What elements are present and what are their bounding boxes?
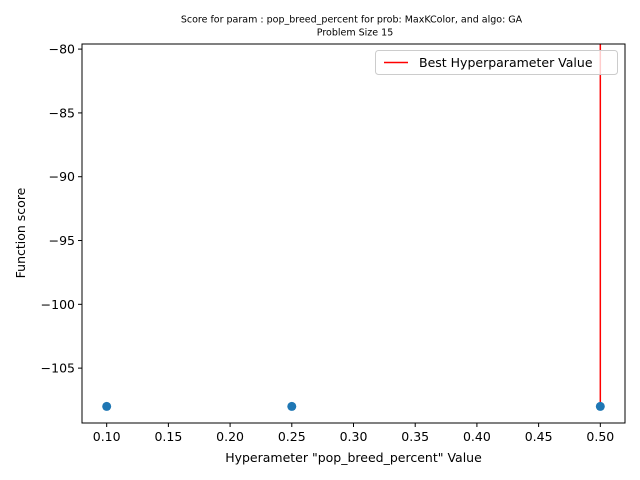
plot-area bbox=[102, 44, 605, 411]
chart-subtitle: Problem Size 15 bbox=[317, 28, 393, 39]
scatter-point-2 bbox=[595, 401, 605, 411]
x-tick-label: 0.35 bbox=[401, 429, 429, 444]
x-tick-label: 0.45 bbox=[525, 429, 553, 444]
legend-box bbox=[375, 50, 618, 75]
x-tick-label: 0.10 bbox=[93, 429, 121, 444]
y-tick-label: −105 bbox=[41, 361, 75, 376]
x-tick-label: 0.20 bbox=[216, 429, 244, 444]
x-tick-label: 0.50 bbox=[586, 429, 614, 444]
chart-title: Score for param : pop_breed_percent for … bbox=[181, 15, 523, 26]
y-tick-label: −90 bbox=[49, 169, 75, 184]
y-axis: −80 −85 −90 −95 −100 −105 bbox=[41, 42, 82, 376]
scatter-point-1 bbox=[287, 401, 297, 411]
y-tick-label: −85 bbox=[49, 105, 75, 120]
scatter-point-0 bbox=[102, 401, 112, 411]
y-tick-label: −95 bbox=[49, 233, 75, 248]
x-tick-label: 0.15 bbox=[154, 429, 182, 444]
y-axis-label: Function score bbox=[13, 187, 28, 278]
legend: Best Hyperparameter Value bbox=[375, 50, 618, 75]
x-tick-label: 0.25 bbox=[278, 429, 306, 444]
y-tick-label: −80 bbox=[49, 42, 75, 57]
axes-frame bbox=[81, 43, 626, 424]
x-axis: 0.10 0.15 0.20 0.25 0.30 0.35 0.40 0.45 0.50 bbox=[93, 423, 614, 444]
x-tick-label: 0.40 bbox=[463, 429, 491, 444]
x-tick-label: 0.30 bbox=[340, 429, 368, 444]
legend-label: Best Hyperparameter Value bbox=[419, 55, 593, 70]
y-tick-label: −100 bbox=[41, 297, 75, 312]
x-axis-label: Hyperameter "pop_breed_percent" Value bbox=[225, 450, 482, 465]
